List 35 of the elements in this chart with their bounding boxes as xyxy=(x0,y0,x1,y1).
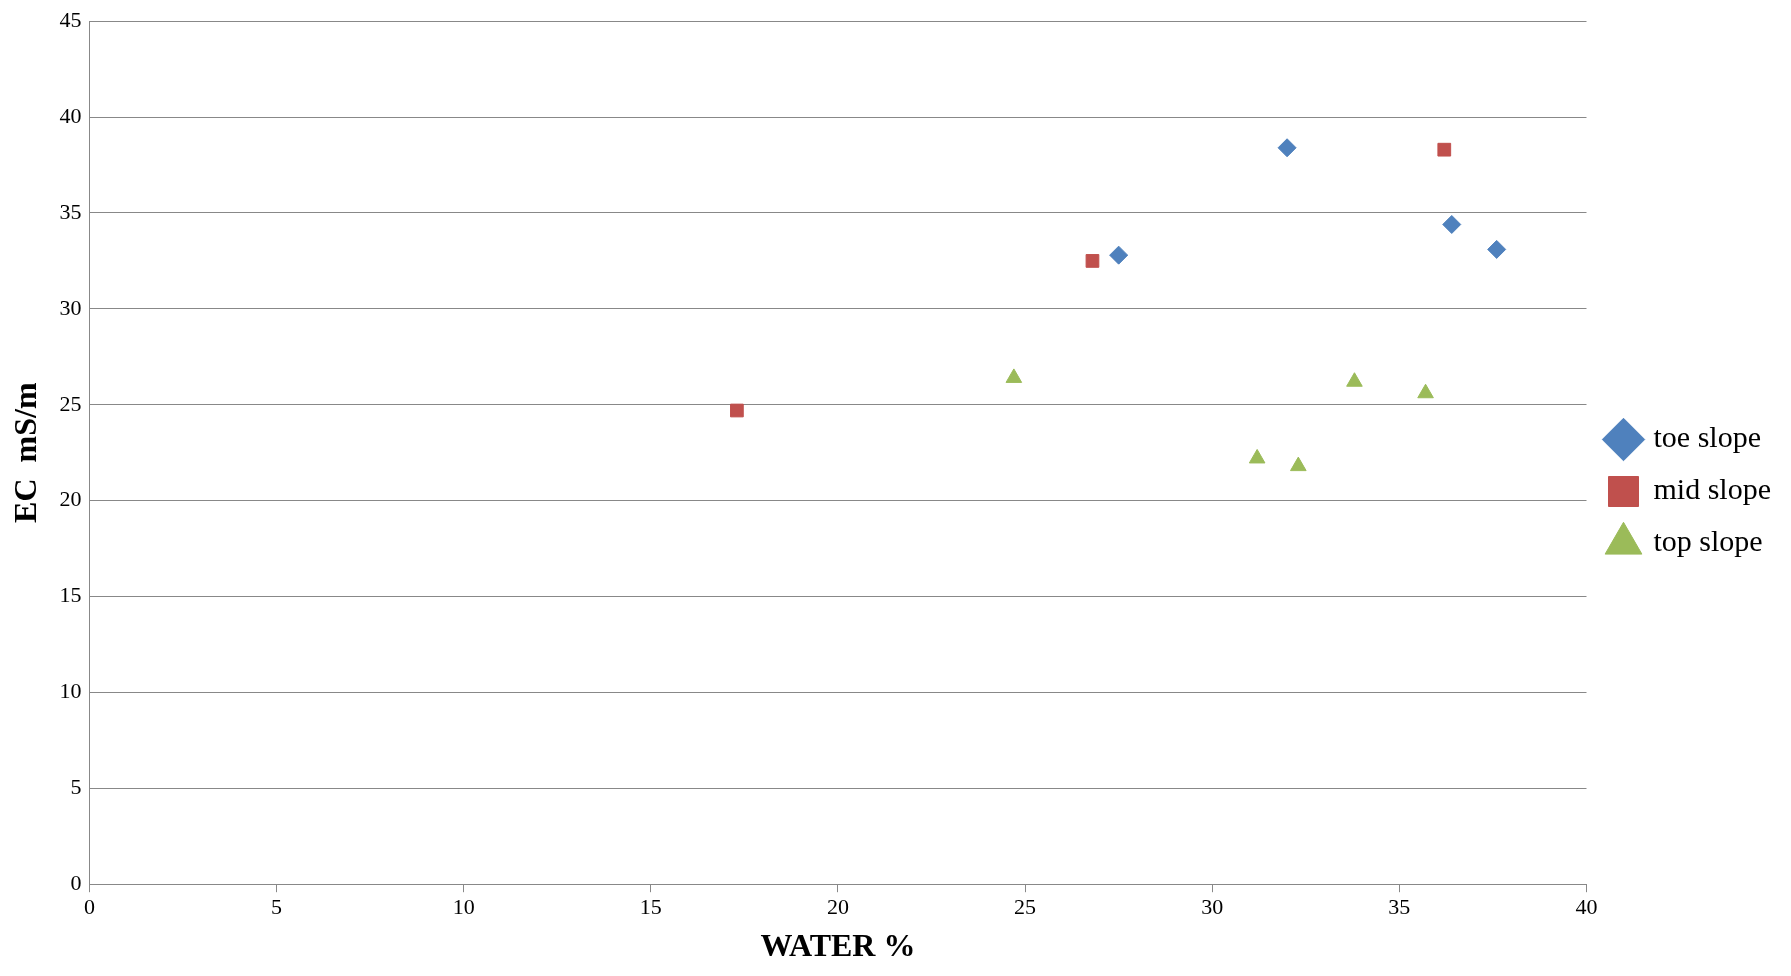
x-tick-label: 10 xyxy=(452,894,475,920)
point xyxy=(1437,142,1452,157)
y-tick-label: 10 xyxy=(59,678,82,704)
point xyxy=(1442,214,1462,234)
x-tick-label: 5 xyxy=(271,894,283,920)
x-tick-label: 30 xyxy=(1201,894,1224,920)
x-tick-label: 35 xyxy=(1388,894,1411,920)
y-tick-label: 35 xyxy=(59,198,82,224)
y-tick-label: 15 xyxy=(59,582,82,608)
y-tick-label: 20 xyxy=(59,486,82,512)
point xyxy=(1085,254,1100,268)
y-tick-label: 45 xyxy=(59,6,82,32)
point xyxy=(1277,138,1297,158)
x-tick-label: 40 xyxy=(1575,894,1598,920)
legend-label: mid slope xyxy=(1653,472,1771,506)
y-tick-label: 30 xyxy=(59,294,82,320)
x-axis-title: WATER % xyxy=(760,927,916,964)
point xyxy=(730,403,744,418)
y-tick-label: 0 xyxy=(70,869,82,895)
x-tick-label: 15 xyxy=(639,894,662,920)
point xyxy=(1417,383,1434,399)
point xyxy=(1346,372,1363,387)
point xyxy=(1487,239,1507,259)
point xyxy=(1109,245,1129,265)
point xyxy=(1290,456,1307,472)
y-tick-label: 40 xyxy=(59,102,82,128)
legend-label: toe slope xyxy=(1653,420,1761,454)
y-tick-label: 25 xyxy=(59,390,82,416)
x-tick-label: 25 xyxy=(1014,894,1037,920)
point xyxy=(1005,368,1023,383)
y-tick-label: 5 xyxy=(70,774,82,800)
x-tick-label: 20 xyxy=(826,894,849,920)
y-axis-title: EC mS/m xyxy=(7,382,44,523)
legend-label: top slope xyxy=(1653,524,1763,558)
point xyxy=(1248,448,1266,464)
